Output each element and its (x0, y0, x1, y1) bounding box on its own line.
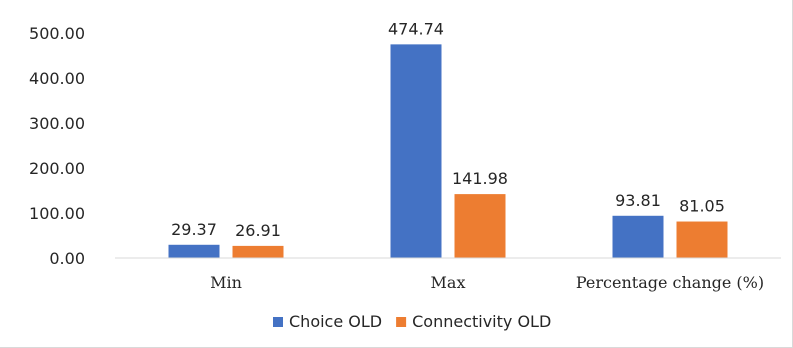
legend: Choice OLD Connectivity OLD (273, 312, 551, 331)
data-label: 81.05 (679, 197, 725, 216)
y-tick-label: 300.00 (29, 114, 85, 133)
y-tick-label: 0.00 (49, 249, 85, 268)
y-axis: 0.00 100.00 200.00 300.00 400.00 500.00 (29, 24, 85, 268)
y-tick-label: 500.00 (29, 24, 85, 43)
data-label: 26.91 (235, 221, 281, 240)
bar-connectivity-old (232, 245, 284, 258)
data-label: 93.81 (615, 191, 661, 210)
y-tick-label: 100.00 (29, 204, 85, 223)
x-tick-label: Min (210, 273, 242, 292)
bar-connectivity-old (676, 221, 728, 258)
legend-label: Connectivity OLD (412, 312, 551, 331)
plot-area: 29.37 26.91 474.74 141.98 93.81 81.05 (168, 19, 728, 258)
legend-label: Choice OLD (289, 312, 382, 331)
bar-choice-old (168, 244, 220, 258)
legend-swatch (273, 317, 283, 327)
legend-swatch (396, 317, 407, 327)
y-tick-label: 400.00 (29, 69, 85, 88)
data-label: 29.37 (171, 220, 217, 239)
x-tick-label: Percentage change (%) (576, 273, 764, 292)
bar-connectivity-old (454, 194, 506, 258)
data-label: 141.98 (452, 169, 508, 188)
x-tick-label: Max (431, 273, 466, 292)
x-axis: Min Max Percentage change (%) (115, 257, 781, 292)
bar-choice-old (612, 215, 664, 258)
bar-choice-old (390, 44, 442, 258)
data-label: 474.74 (388, 19, 444, 38)
y-tick-label: 200.00 (29, 159, 85, 178)
